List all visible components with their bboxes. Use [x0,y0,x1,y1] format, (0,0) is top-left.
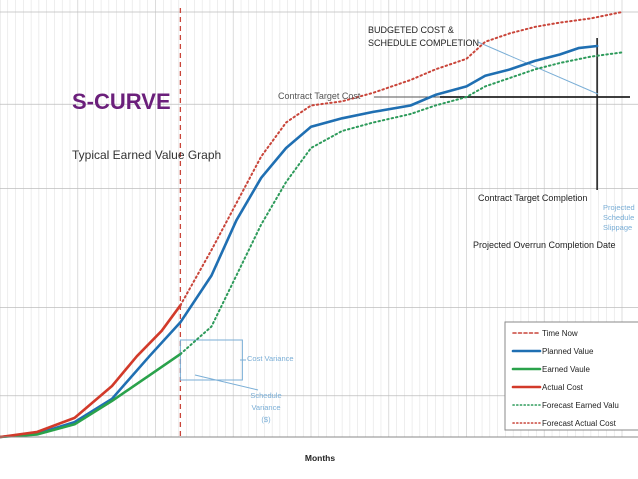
legend-label: Actual Cost [542,383,584,392]
legend-entries: Time Now Planned Value Earned Vaule Actual … [511,329,619,428]
projected-overrun-label: Projected Overrun Completion Date [473,240,616,250]
contract-target-completion-label: Contract Target Completion [478,193,587,203]
schedule-variance-label-2: Variance [251,403,280,412]
series-line-actual [0,304,182,439]
series-line-forecast_earned [179,51,623,356]
projected-slippage-label-1: Projected [603,203,635,212]
legend-label: Forecast Actual Cost [542,419,617,428]
x-axis-label: Months [305,453,335,463]
cost-variance-label: Cost Variance [247,354,294,363]
legend-label: Time Now [542,329,578,338]
projected-slippage-label-2: Schedule [603,213,634,222]
series-line-forecast_actual [179,11,623,307]
schedule-variance-leader [194,374,259,391]
schedule-variance-label-1: Schedule [250,391,281,400]
series-line-earned [0,352,182,439]
legend-label: Planned Value [542,347,594,356]
legend-box [504,321,638,431]
budgeted-label-line2: SCHEDULE COMPLETION [368,38,479,48]
chart-series [0,11,623,439]
legend: Time Now Planned Value Earned Vaule Actual … [504,321,638,431]
contract-target-cost-label: Contract Target Cost [278,91,361,101]
page-title: S-CURVE [72,89,171,114]
series-line-planned [0,44,599,439]
budgeted-label-line1: BUDGETED COST & [368,25,454,35]
legend-label: Forecast Earned Valu [542,401,619,410]
schedule-variance-label-3: ($) [261,415,271,424]
projected-slippage-label-3: Slippage [603,223,632,232]
legend-label: Earned Vaule [542,365,590,374]
page-subtitle: Typical Earned Value Graph [72,148,221,162]
